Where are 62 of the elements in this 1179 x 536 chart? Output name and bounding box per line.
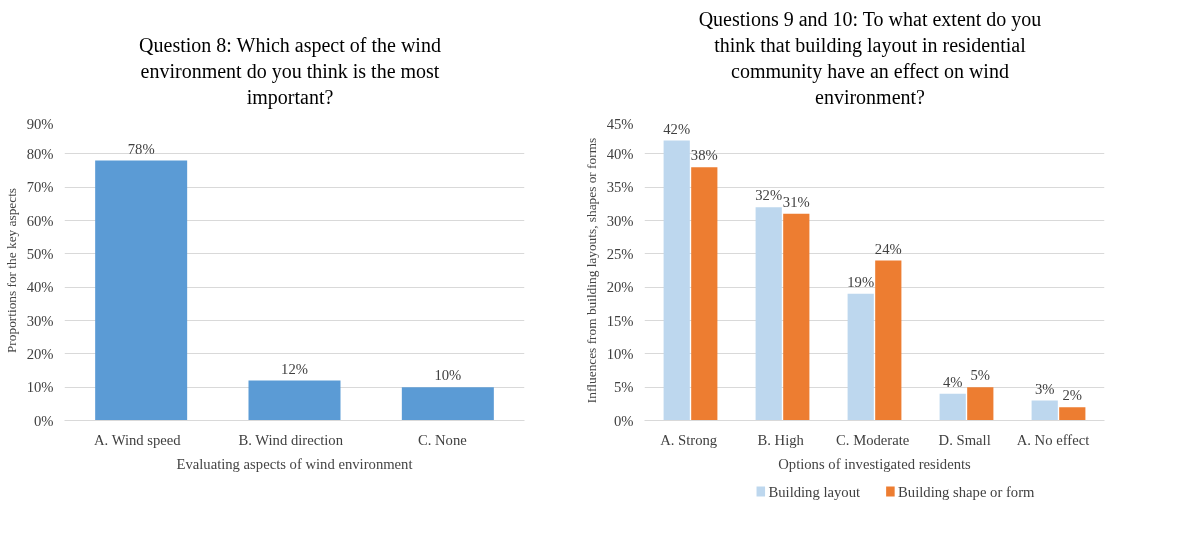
x-tick-label: C. Moderate [836,431,910,448]
y-tick-label: 60% [26,212,54,229]
data-label: 19% [847,273,875,290]
x-tick-label: B. High [757,431,805,448]
bar [847,293,874,421]
data-label: 31% [782,193,810,210]
chart-title: Question 8: Which aspect of the wind environment do you think is the most important? [139,33,441,110]
bar [401,387,494,421]
y-tick-label: 80% [26,145,54,162]
bar [783,213,810,421]
y-tick-label: 0% [33,412,54,429]
chart-title: Questions 9 and 10: To what extent do you think that building layout in residential community have an effect on wind environment? [698,7,1042,110]
data-label: 24% [874,240,902,257]
bar [663,140,690,421]
legend-label: Building shape or form [898,483,1036,500]
data-label: 3% [1034,380,1055,397]
x-tick-label: B. Wind direction [238,431,344,448]
x-tick-label: C. None [417,431,467,448]
data-label: 4% [942,373,963,390]
y-tick-label: 20% [606,279,634,296]
y-axis-title: Proportions for the key aspects [3,187,19,354]
bar [248,380,341,421]
y-tick-label: 50% [26,245,54,262]
data-label: 42% [663,120,691,137]
y-tick-label: 10% [26,379,54,396]
x-axis-title: Options of investigated residents [778,455,972,472]
y-tick-label: 5% [613,379,634,396]
x-tick-label: A. No effect [1016,431,1090,448]
y-tick-label: 45% [606,115,634,132]
bar [875,260,902,421]
data-label: 12% [281,360,308,377]
bar [1031,400,1058,421]
bar [967,387,994,421]
data-label: 5% [970,367,991,384]
y-tick-label: 15% [606,312,634,329]
data-label: 2% [1062,387,1083,404]
x-tick-label: A. Wind speed [94,431,182,448]
y-tick-label: 40% [606,145,634,162]
bar [755,207,782,421]
data-label: 32% [755,187,783,204]
x-axis-title: Evaluating aspects of wind environment [176,455,413,472]
y-axis-title: Influences from building layouts, shapes or forms [583,137,599,404]
y-tick-label: 20% [26,345,54,362]
y-tick-label: 30% [26,312,54,329]
bar [691,167,718,421]
y-tick-label: 35% [606,179,634,196]
data-label: 10% [434,367,462,384]
y-tick-label: 25% [606,245,634,262]
data-label: 38% [690,147,718,164]
y-tick-label: 90% [26,115,54,132]
bar [95,160,188,421]
y-tick-label: 10% [606,345,634,362]
y-tick-label: 70% [26,179,54,196]
legend-label: Building layout [768,483,861,500]
y-tick-label: 0% [613,412,634,429]
bar [1059,407,1086,421]
y-tick-label: 40% [26,279,54,296]
bar [939,393,966,421]
x-tick-label: A. Strong [660,431,718,448]
y-tick-label: 30% [606,212,634,229]
x-tick-label: D. Small [938,431,991,448]
data-label: 78% [127,140,155,157]
